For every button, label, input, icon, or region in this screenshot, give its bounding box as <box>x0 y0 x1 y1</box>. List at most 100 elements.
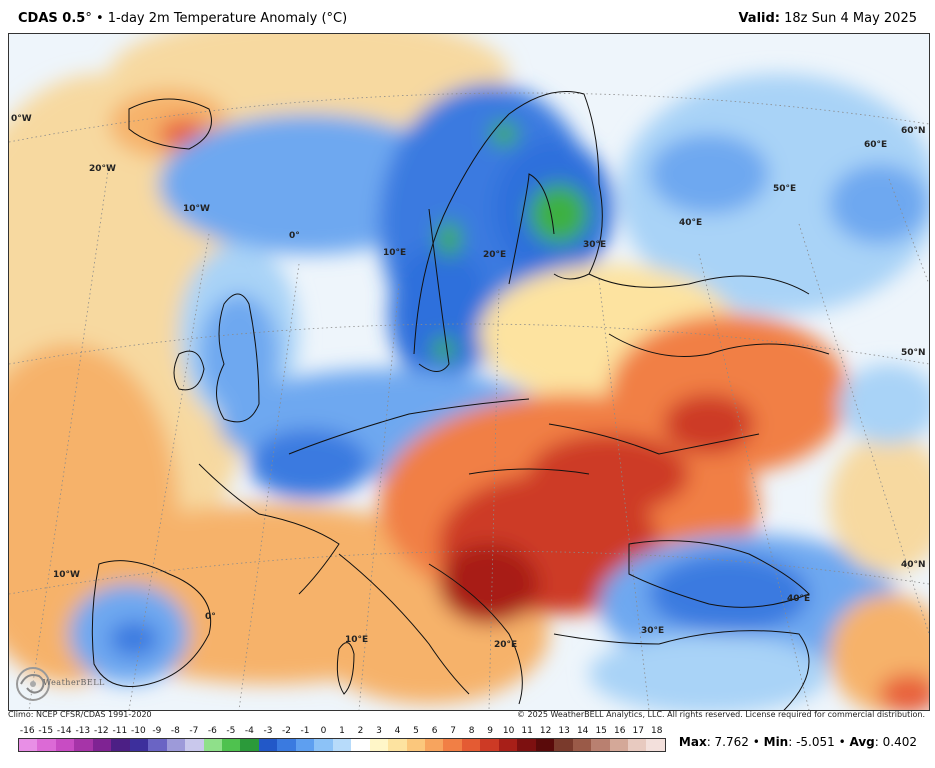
colorbar-swatch <box>351 739 370 751</box>
colorbar-swatch <box>572 739 592 751</box>
colorbar-swatch <box>443 739 462 751</box>
lon-label-10w-bottom: 10°W <box>53 570 80 580</box>
colorbar-tick-label: 11 <box>521 726 533 736</box>
valid-time-value: 18z Sun 4 May 2025 <box>784 11 917 26</box>
colorbar-tick-label: 5 <box>413 726 419 736</box>
colorbar-tick-label: -15 <box>38 726 54 736</box>
colorbar-swatch <box>221 739 241 751</box>
colorbar-swatches <box>18 738 666 752</box>
lon-label-10e-bottom: 10°E <box>345 635 369 645</box>
colorbar-tick-label: -11 <box>112 726 128 736</box>
colorbar-swatch <box>646 739 665 751</box>
colorbar-swatch <box>129 739 149 751</box>
colorbar-swatch <box>388 739 407 751</box>
colorbar-swatch <box>554 739 573 751</box>
colorbar-swatch <box>185 739 204 751</box>
lon-label-40e-bottom: 40°E <box>787 594 811 604</box>
unit-label: °C <box>326 11 343 26</box>
min-value: -5.051 <box>796 735 835 749</box>
colorbar-tick-label: 16 <box>613 726 626 736</box>
title-separator: • <box>91 11 108 26</box>
colorbar-swatch <box>498 739 518 751</box>
avg-label: Avg <box>849 735 875 749</box>
lon-label-50e: 50°E <box>773 184 797 194</box>
colorbar-swatch <box>92 739 112 751</box>
colorbar-tick-label: 14 <box>576 726 589 736</box>
colorbar-tick-label: -8 <box>170 726 180 736</box>
colorbar-swatch <box>111 739 130 751</box>
graticule <box>9 92 929 710</box>
colorbar-swatch <box>424 739 444 751</box>
lat-label-60n: 60°N <box>901 126 926 136</box>
anomaly-field <box>9 34 929 710</box>
lon-label-10e: 10°E <box>383 248 407 258</box>
colorbar-tick-label: 4 <box>394 726 401 736</box>
colorbar-tick-label: 3 <box>376 726 382 736</box>
colorbar-labels: -16 -15 -14 -13 -12 -11 -10 -9 -8 -7 -6 -5 -4 -3 -2 -1 0… <box>18 726 666 738</box>
lat-label-50n: 50°N <box>901 348 926 358</box>
colorbar: -16 -15 -14 -13 -12 -11 -10 -9 -8 -7 -6 -5 -4 -3 -2 -1 0… <box>18 726 666 752</box>
valid-label: Valid: <box>738 11 780 26</box>
colorbar-swatch <box>480 739 499 751</box>
colorbar-tick-label: 10 <box>502 726 515 736</box>
colorbar-tick-label: -14 <box>56 726 72 736</box>
lon-label-0w-left: 0°W <box>11 114 32 124</box>
map-title: CDAS 0.5° • 1-day 2m Temperature Anomaly… <box>18 11 347 26</box>
max-value: 7.762 <box>714 735 749 749</box>
lat-label-40n: 40°N <box>901 560 926 570</box>
colorbar-swatch <box>240 739 259 751</box>
lon-label-0-bottom: 0° <box>205 612 216 622</box>
colorbar-tick-label: -13 <box>75 726 91 736</box>
colorbar-tick-label: -3 <box>263 726 273 736</box>
colorbar-tick-label: 7 <box>450 726 456 736</box>
colorbar-tick-label: -1 <box>300 726 310 736</box>
lon-label-20e-bottom: 20°E <box>494 640 518 650</box>
colorbar-tick-label: 6 <box>431 726 438 736</box>
weatherbell-logo: WeatherBELL <box>13 662 104 706</box>
lon-label-60e: 60°E <box>864 140 888 150</box>
min-label: Min <box>763 735 789 749</box>
colorbar-swatch <box>37 739 56 751</box>
lon-label-20w: 20°W <box>89 164 116 174</box>
stats-separator-2: • <box>834 735 850 749</box>
colorbar-tick-label: 9 <box>487 726 493 736</box>
colorbar-swatch <box>19 739 38 751</box>
colorbar-tick-label: -4 <box>244 726 254 736</box>
lon-label-30e-bottom: 30°E <box>641 626 665 636</box>
model-name: CDAS 0.5 <box>18 11 86 26</box>
colorbar-swatch <box>591 739 610 751</box>
valid-time: Valid: 18z Sun 4 May 2025 <box>738 11 917 26</box>
colorbar-swatch <box>369 739 389 751</box>
lon-label-20e: 20°E <box>483 250 507 260</box>
field-statistics: Max: 7.762 • Min: -5.051 • Avg: 0.402 <box>678 735 917 749</box>
colorbar-swatch <box>277 739 296 751</box>
colorbar-swatch <box>517 739 536 751</box>
colorbar-tick-label: -9 <box>152 726 162 736</box>
colorbar-tick-label: 15 <box>595 726 607 736</box>
coastlines <box>91 91 830 710</box>
colorbar-tick-label: -16 <box>19 726 35 736</box>
colorbar-tick-label: -2 <box>281 726 291 736</box>
colorbar-swatch <box>74 739 93 751</box>
copyright-note: © 2025 WeatherBELL Analytics, LLC. All r… <box>517 710 925 719</box>
colorbar-swatch <box>166 739 186 751</box>
lon-label-10w: 10°W <box>183 204 210 214</box>
swirl-logo-icon <box>16 667 50 701</box>
lon-label-30e: 30°E <box>583 240 607 250</box>
colorbar-tick-label: -10 <box>130 726 146 736</box>
map-canvas <box>9 34 929 710</box>
colorbar-swatch <box>406 739 425 751</box>
stats-separator-1: • <box>748 735 764 749</box>
anomaly-map: 20°W 10°W 0° 10°E 20°E 30°E 40°E 50°E 60… <box>8 33 930 711</box>
lon-label-0: 0° <box>289 231 300 241</box>
colorbar-tick-label: 12 <box>539 726 552 736</box>
colorbar-tick-label: -5 <box>226 726 236 736</box>
product-description: 1-day 2m Temperature Anomaly ( <box>107 11 327 26</box>
degree-symbol: ° <box>85 11 92 26</box>
climatology-note: Climo: NCEP CFSR/CDAS 1991-2020 <box>8 710 152 719</box>
logo-text: WeatherBELL <box>43 678 105 687</box>
colorbar-swatch <box>627 739 647 751</box>
colorbar-swatch <box>332 739 352 751</box>
max-label: Max <box>678 735 707 749</box>
title-bar: CDAS 0.5° • 1-day 2m Temperature Anomaly… <box>0 0 935 34</box>
